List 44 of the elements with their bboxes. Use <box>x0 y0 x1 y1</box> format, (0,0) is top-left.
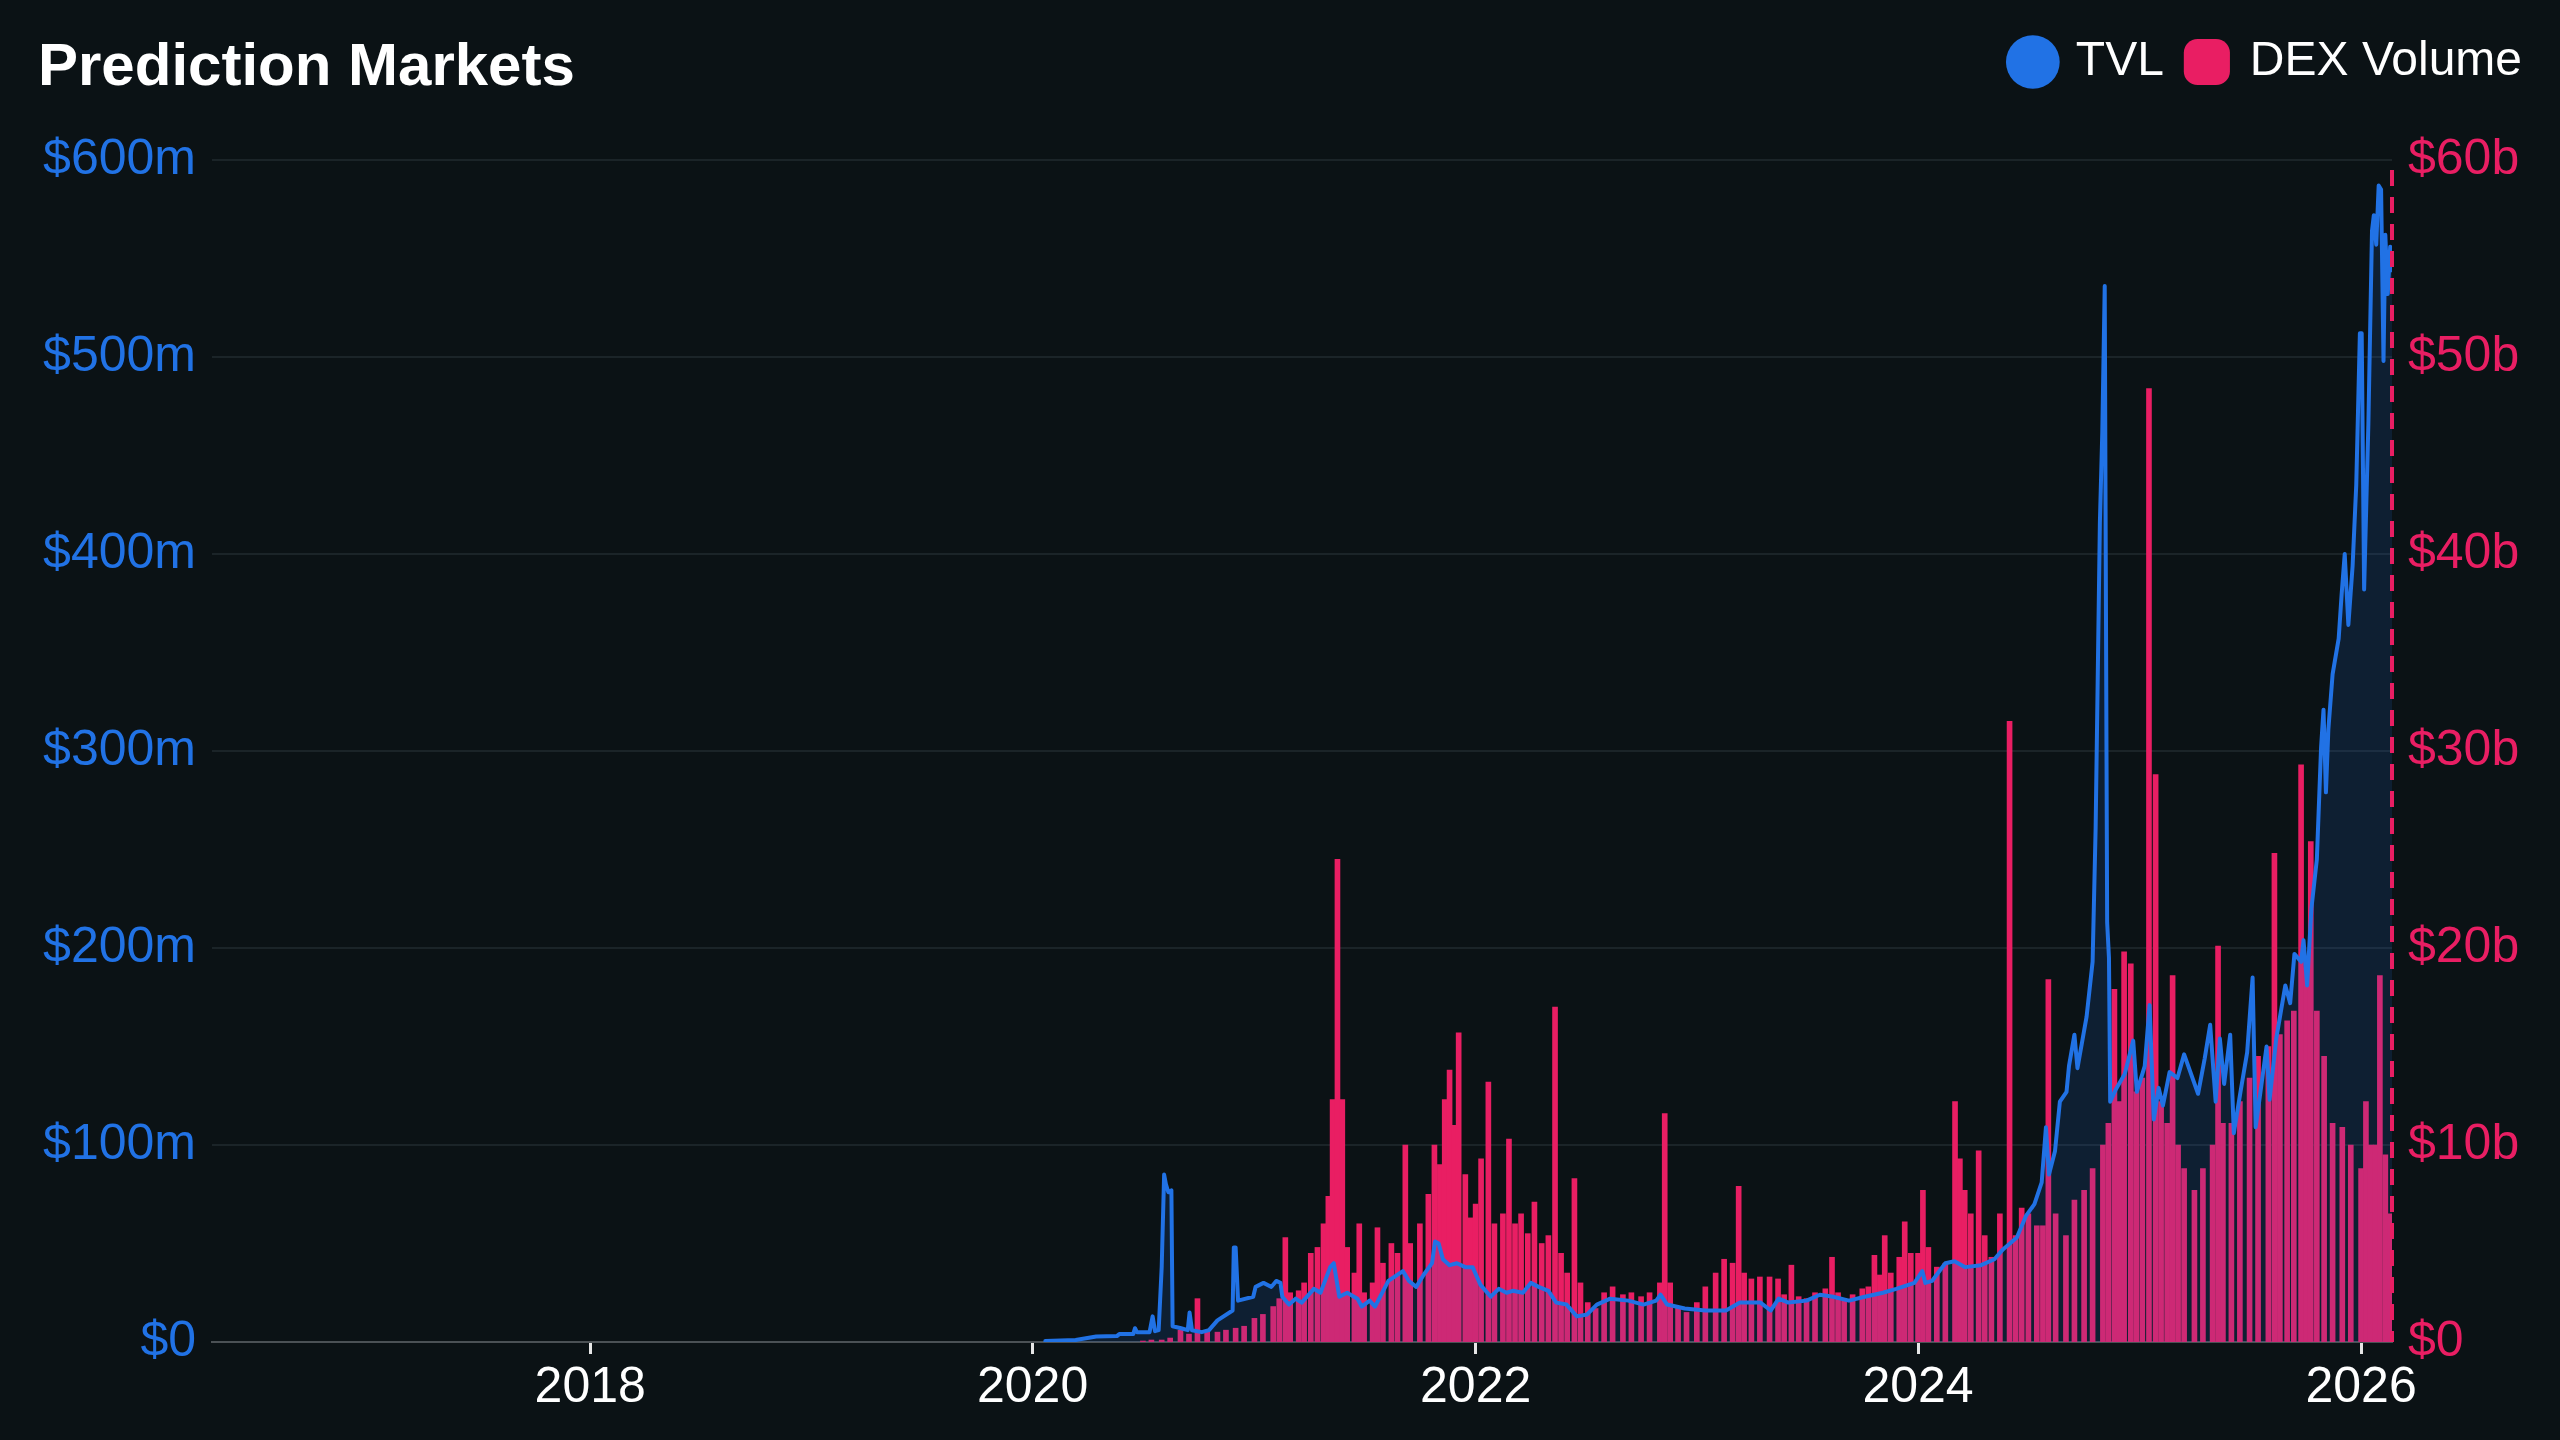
bar <box>2200 1168 2206 1342</box>
x-tick-label: 2024 <box>1862 1356 1974 1413</box>
bar <box>2347 1144 2354 1342</box>
y2-tick-label: $20b <box>2408 916 2520 973</box>
y-tick-label: $200m <box>43 916 196 973</box>
bar <box>1997 1213 2003 1342</box>
x-tick-label: 2018 <box>534 1356 646 1413</box>
bar <box>1601 1292 1607 1342</box>
legend-label: TVL <box>2075 32 2164 86</box>
y-tick-label: $300m <box>43 719 196 776</box>
bar <box>1675 1306 1681 1342</box>
chart-title: Prediction Markets <box>38 30 575 99</box>
bar <box>1241 1325 1247 1342</box>
bar <box>1260 1314 1266 1342</box>
bar <box>1158 1339 1165 1342</box>
bar <box>2237 1101 2243 1342</box>
y-tick-label: $600m <box>43 128 196 185</box>
bar <box>1721 1258 1727 1342</box>
y2-tick-label: $60b <box>2408 128 2520 185</box>
y2-tick-label: $10b <box>2408 1113 2520 1170</box>
bar <box>1167 1337 1174 1342</box>
bar <box>1934 1266 1940 1342</box>
y-tick-label: $0 <box>140 1310 196 1367</box>
y-tick-label: $400m <box>43 522 196 579</box>
bar <box>1638 1296 1644 1342</box>
legend-label: DEX Volume <box>2249 32 2523 86</box>
bar <box>1417 1223 1423 1342</box>
bar <box>1223 1329 1229 1342</box>
bar <box>1186 1333 1192 1342</box>
y2-tick-label: $30b <box>2408 719 2520 776</box>
bar <box>1757 1276 1763 1342</box>
bar <box>1694 1302 1700 1342</box>
bar <box>2081 1189 2087 1342</box>
x-tick-label: 2022 <box>1420 1356 1532 1413</box>
y-tick-label: $100m <box>43 1113 196 1170</box>
y-tick-label: $500m <box>43 325 196 382</box>
bar <box>2339 1126 2346 1342</box>
bar <box>1204 1331 1210 1342</box>
y2-tick-label: $50b <box>2408 325 2520 382</box>
bar <box>1620 1294 1626 1342</box>
bar <box>2063 1235 2069 1342</box>
bar <box>1812 1292 1818 1342</box>
y2-tick-label: $40b <box>2408 522 2520 579</box>
x-tick-label: 2020 <box>976 1356 1089 1413</box>
